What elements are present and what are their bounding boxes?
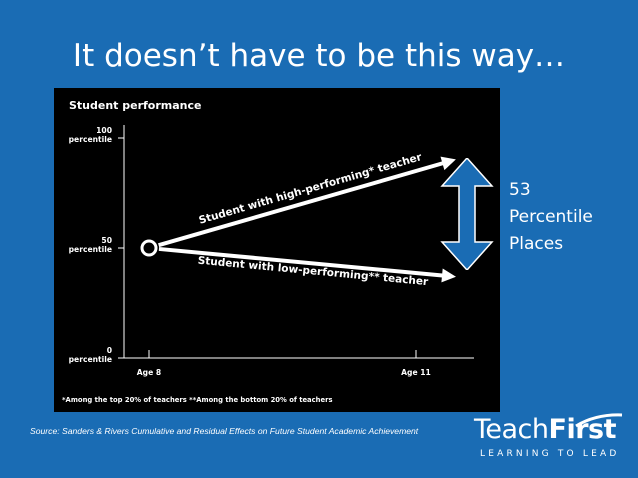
y-tick-value: 0 [107, 346, 112, 355]
gap-value: 53 [509, 180, 531, 200]
series-arrowhead [440, 156, 456, 171]
logo-word-bold: First [548, 414, 617, 445]
logo-wordmark: TeachFirst [474, 414, 617, 445]
y-tick-unit: percentile [69, 135, 112, 144]
teach-first-logo: TeachFirst LEARNING TO LEAD [474, 412, 624, 468]
series-label-high-performing: Student with high-performing* teacher [198, 151, 424, 227]
gap-annotation: 53 Percentile Places [509, 177, 593, 258]
y-tick-value: 100 [96, 126, 112, 135]
logo-word-regular: Teach [474, 414, 549, 445]
y-tick-unit: percentile [69, 245, 112, 254]
gap-arrow-shape [440, 158, 494, 270]
x-tick-label: Age 8 [137, 368, 161, 377]
start-point-marker [140, 239, 158, 257]
series-arrowhead [441, 268, 456, 283]
y-tick-unit: percentile [69, 355, 112, 364]
gap-label-line-1: Percentile [509, 207, 593, 227]
chart-footnote: *Among the top 20% of teachers **Among t… [62, 396, 333, 404]
logo-swoosh-icon [575, 413, 623, 428]
y-tick-value: 50 [101, 236, 112, 245]
slide-title: It doesn’t have to be this way… [72, 38, 566, 74]
source-note: Source: Sanders & Rivers Cumulative and … [30, 426, 419, 436]
gap-double-arrow-icon [440, 158, 494, 270]
x-tick-label: Age 11 [401, 368, 431, 377]
chart-panel: Student performance 100 percentile 50 perce… [54, 88, 500, 412]
logo-tagline: LEARNING TO LEAD [480, 449, 620, 459]
gap-label-line-2: Places [509, 234, 564, 254]
chart-title: Student performance [69, 99, 202, 112]
series-line-low-performing [158, 246, 446, 278]
series-line-high-performing [158, 160, 446, 248]
line-chart: Student performance 100percentile50perce… [62, 99, 474, 404]
